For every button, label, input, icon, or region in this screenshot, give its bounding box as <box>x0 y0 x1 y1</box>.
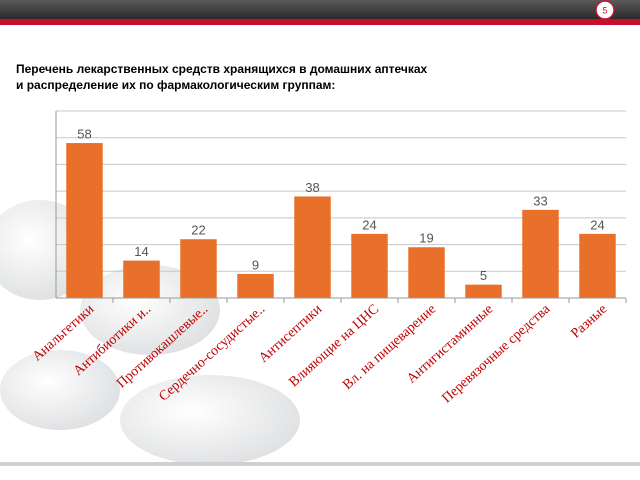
bar <box>123 260 160 298</box>
bar <box>237 273 274 298</box>
header-stripe <box>0 19 640 25</box>
background-pills <box>0 200 300 465</box>
slide-number-badge <box>595 0 615 20</box>
value-label: 14 <box>134 244 148 259</box>
x-tick-label: Разные <box>568 302 610 342</box>
x-tick-label: Вл. на пищеварение <box>340 302 439 393</box>
value-label: 5 <box>480 268 487 283</box>
bar <box>522 209 559 298</box>
value-label: 38 <box>305 180 319 195</box>
chart-subtitle: и распределение их по фармакологическим … <box>16 78 335 92</box>
bar <box>180 239 217 298</box>
bar <box>465 284 502 298</box>
bar <box>294 196 331 298</box>
value-label: 33 <box>533 193 547 208</box>
value-label: 19 <box>419 231 433 246</box>
chart-title: Перечень лекарственных средств хранящихс… <box>16 62 428 76</box>
value-label: 58 <box>77 126 91 141</box>
bar <box>408 247 445 298</box>
footer-line <box>0 462 640 466</box>
bar <box>66 143 103 298</box>
bar <box>579 233 616 298</box>
value-label: 24 <box>590 217 604 232</box>
bar <box>351 233 388 298</box>
x-tick-label: Перевязочные средства <box>439 301 553 406</box>
value-label: 22 <box>191 223 205 238</box>
header-bar <box>0 0 640 19</box>
value-label: 24 <box>362 217 376 232</box>
slide-number: 5 <box>602 5 607 15</box>
value-label: 9 <box>252 257 259 272</box>
